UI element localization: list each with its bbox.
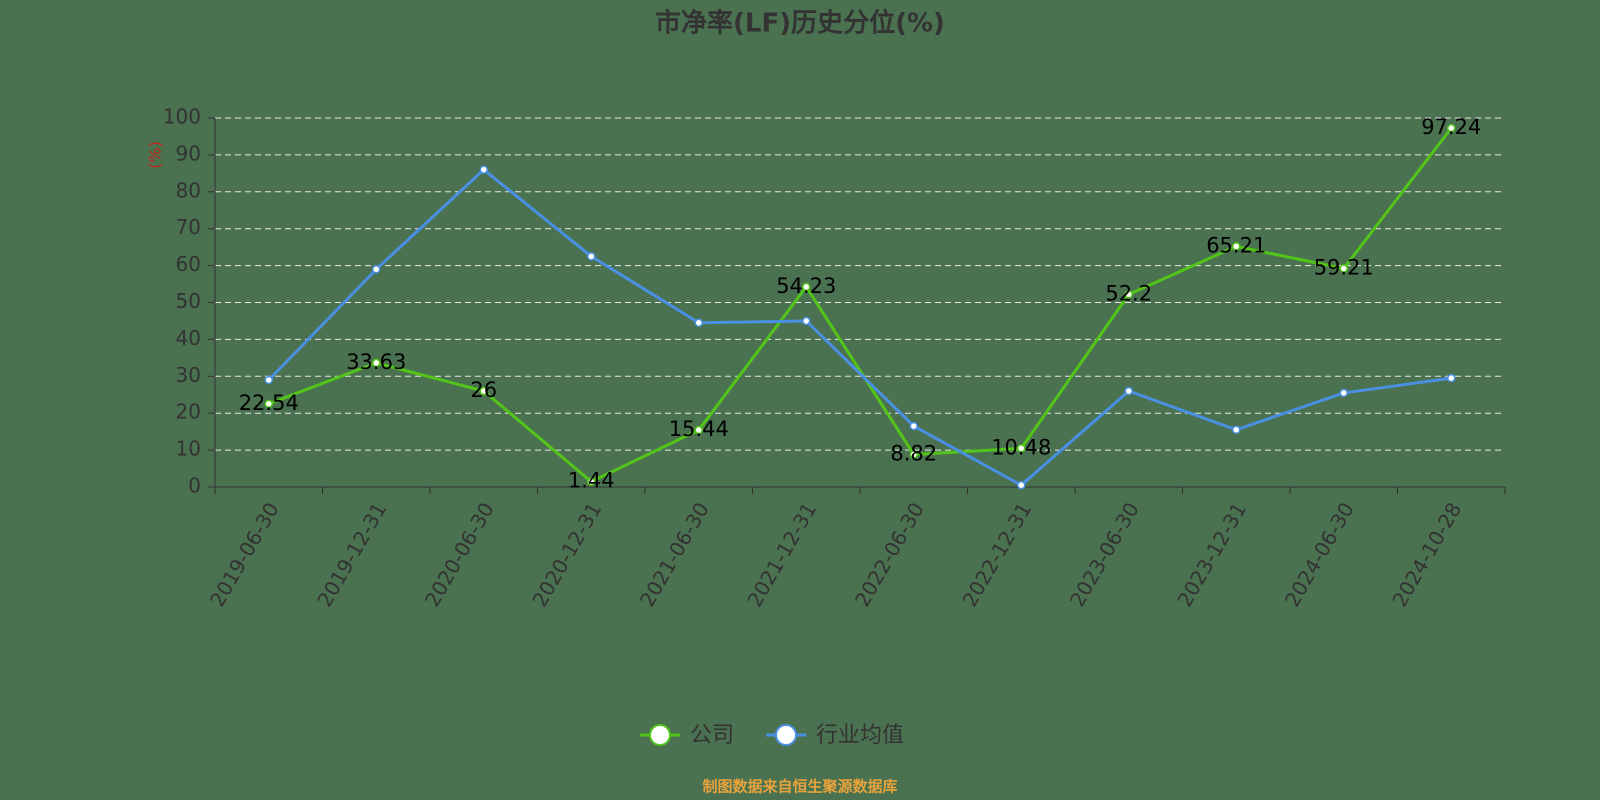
y-tick-label: 0 <box>188 474 201 498</box>
point <box>479 386 488 396</box>
x-tick-label: 2019-12-31 <box>312 498 391 611</box>
legend-label: 行业均值 <box>816 723 904 748</box>
point <box>802 282 811 292</box>
y-tick-label: 70 <box>176 215 201 239</box>
point <box>1017 480 1026 490</box>
x-tick-label: 2021-12-31 <box>742 498 821 611</box>
legend-marker <box>649 724 671 746</box>
y-tick-label: 80 <box>176 178 201 202</box>
x-tick-label: 2019-06-30 <box>205 498 284 611</box>
point <box>264 399 273 409</box>
point <box>1447 123 1456 133</box>
data-label: 15.44 <box>669 417 729 441</box>
x-tick-label: 2021-06-30 <box>635 498 714 611</box>
y-tick-label: 60 <box>176 252 201 276</box>
point <box>1124 386 1133 396</box>
point <box>372 358 381 368</box>
y-tick-label: 50 <box>176 289 201 313</box>
point <box>1447 373 1456 383</box>
point <box>372 265 381 274</box>
legend-label: 公司 <box>690 723 734 748</box>
data-label: 10.48 <box>991 435 1051 459</box>
x-tick-label: 2022-12-31 <box>957 498 1036 611</box>
point <box>1124 290 1133 299</box>
point <box>694 318 703 328</box>
point <box>1232 242 1241 251</box>
point <box>909 450 918 459</box>
point <box>1017 444 1026 453</box>
data-label: 65.21 <box>1206 233 1266 257</box>
x-tick-label: 2024-06-30 <box>1280 498 1359 611</box>
point <box>1339 264 1348 273</box>
point <box>909 421 918 431</box>
data-label: 97.24 <box>1421 115 1481 139</box>
x-tick-label: 2023-06-30 <box>1065 498 1144 611</box>
point <box>587 477 596 486</box>
point <box>694 425 703 435</box>
x-tick-label: 2020-12-31 <box>527 498 606 611</box>
point <box>802 316 811 326</box>
data-label: 59.21 <box>1314 256 1374 280</box>
point <box>587 252 596 261</box>
y-axis-label: (%) <box>146 141 165 169</box>
point <box>479 165 488 174</box>
y-tick-label: 30 <box>176 363 201 387</box>
x-tick-label: 2020-06-30 <box>420 498 499 611</box>
legend-marker <box>775 724 798 746</box>
point <box>1232 425 1241 435</box>
y-tick-label: 40 <box>176 326 201 350</box>
chart-title: 市净率(LF)历史分位(%) <box>655 8 945 39</box>
y-tick-label: 20 <box>176 400 201 424</box>
data-label: 33.63 <box>346 350 406 374</box>
footer: 制图数据来自恒生聚源数据库 <box>702 778 897 796</box>
x-tick-label: 2024-10-28 <box>1387 498 1466 611</box>
data-label: 1.44 <box>568 469 615 493</box>
data-label: 8.82 <box>890 441 937 465</box>
data-label: 54.23 <box>776 274 836 298</box>
data-label: 52.2 <box>1105 281 1152 305</box>
y-tick-label: 100 <box>163 105 201 129</box>
x-tick-label: 2022-06-30 <box>850 498 929 611</box>
point <box>1339 388 1348 398</box>
point <box>264 375 273 385</box>
series-line <box>268 127 1453 484</box>
x-tick-label: 2023-12-31 <box>1172 498 1251 611</box>
y-tick-label: 90 <box>176 141 201 165</box>
data-label: 26 <box>470 378 497 402</box>
data-label: 22.54 <box>239 391 299 415</box>
y-tick-label: 10 <box>176 437 201 461</box>
series-line <box>267 167 1452 487</box>
